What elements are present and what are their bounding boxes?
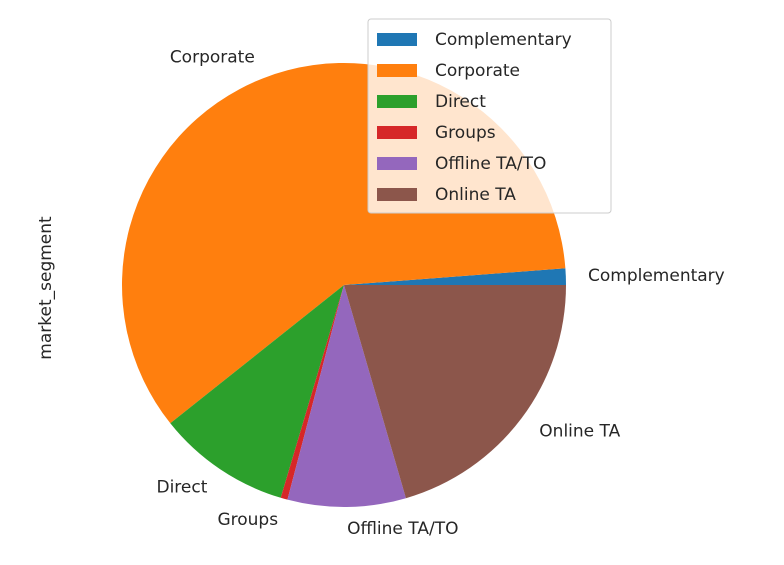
pie-slice-direct	[170, 285, 344, 498]
slice-label-groups: Groups	[217, 510, 278, 530]
slice-label-corporate: Corporate	[170, 48, 255, 68]
pie-slice-complementary	[344, 268, 566, 285]
legend-label-complementary: Complementary	[435, 30, 572, 50]
legend-swatch-offline-ta-to	[377, 157, 417, 170]
slice-labels: Complementary Corporate Direct Groups Offlin…	[156, 48, 724, 540]
pie-slice-online-ta	[344, 285, 566, 499]
legend-swatch-corporate	[377, 64, 417, 77]
slice-label-complementary: Complementary	[588, 266, 725, 286]
legend-label-offline-ta-to: Offline TA/TO	[435, 154, 546, 174]
legend-label-corporate: Corporate	[435, 61, 520, 81]
pie-slice-groups	[280, 285, 344, 500]
slice-label-online-ta: Online TA	[539, 422, 620, 442]
slice-label-offline-ta-to: Offline TA/TO	[347, 519, 458, 539]
legend: Complementary Corporate Direct Groups Offlin…	[367, 18, 612, 214]
legend-label-direct: Direct	[435, 92, 486, 112]
legend-frame	[367, 18, 612, 214]
legend-swatch-complementary	[377, 33, 417, 46]
legend-swatch-groups	[377, 126, 417, 139]
legend-swatch-direct	[377, 95, 417, 108]
legend-label-groups: Groups	[435, 123, 496, 143]
slice-label-direct: Direct	[156, 477, 207, 497]
legend-label-online-ta: Online TA	[435, 185, 516, 205]
pie-slice-offline-ta-to	[287, 285, 406, 508]
legend-swatch-online-ta	[377, 188, 417, 201]
y-axis-label: market_segment	[36, 216, 56, 360]
